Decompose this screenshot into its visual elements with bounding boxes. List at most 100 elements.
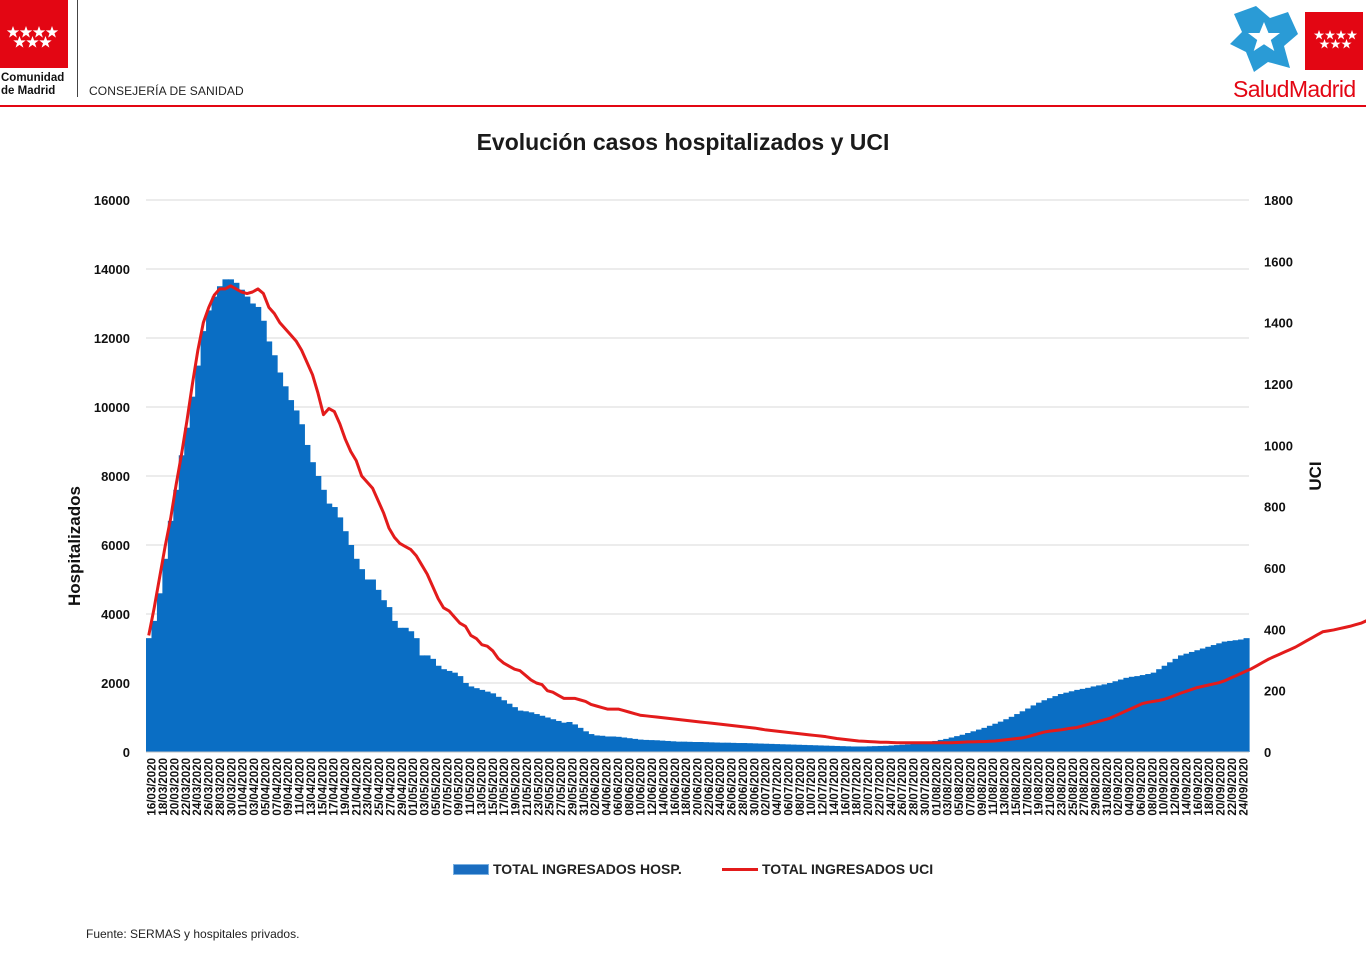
- hospitalized-bar: [298, 424, 305, 752]
- x-tick-label: 08/07/2020: [795, 758, 807, 816]
- x-tick-label: 27/05/2020: [556, 758, 568, 816]
- x-tick-label: 11/08/2020: [988, 758, 1000, 815]
- hospitalized-bar: [184, 427, 191, 752]
- y2-tick-label: 600: [1264, 561, 1286, 576]
- hospitalized-bar: [490, 693, 497, 752]
- comunidad-madrid-flag-logo: [0, 0, 68, 68]
- hospitalized-bar: [222, 279, 229, 752]
- hospitalized-bar: [948, 737, 955, 752]
- x-tick-label: 21/04/2020: [351, 758, 363, 816]
- hospitalized-bar: [746, 743, 753, 752]
- x-tick-label: 29/08/2020: [1090, 758, 1102, 816]
- hospitalized-bar: [910, 743, 917, 752]
- hospitalized-bar: [353, 558, 360, 752]
- hospitalized-bar: [724, 742, 731, 752]
- hospitalized-bar: [1068, 691, 1075, 752]
- x-tick-label: 03/04/2020: [249, 758, 261, 816]
- hospitalized-bar: [266, 341, 273, 752]
- hospitalized-bar: [773, 744, 781, 752]
- x-tick-label: 13/08/2020: [1000, 758, 1012, 816]
- hospitalized-bar: [1041, 700, 1048, 752]
- x-tick-label: 01/08/2020: [931, 758, 943, 816]
- x-tick-label: 15/05/2020: [488, 758, 500, 816]
- x-tick-label: 18/03/2020: [158, 758, 170, 816]
- x-tick-label: 04/07/2020: [772, 758, 784, 816]
- y2-tick-label: 1600: [1264, 254, 1293, 269]
- hospitalized-bar: [1238, 639, 1245, 752]
- x-tick-label: 24/03/2020: [192, 758, 204, 816]
- hospitalized-bar: [752, 743, 759, 753]
- hospitalized-bar: [342, 531, 349, 752]
- x-tick-label: 23/05/2020: [533, 758, 545, 816]
- header-rule: [0, 105, 1366, 107]
- x-tick-label: 23/08/2020: [1056, 758, 1068, 816]
- hospitalized-bar: [844, 746, 851, 752]
- legend-item-hospitalized: TOTAL INGRESADOS HOSP.: [453, 858, 682, 880]
- hospitalized-bar: [260, 320, 267, 752]
- x-tick-label: 30/06/2020: [749, 758, 761, 816]
- hospitalized-bar: [287, 400, 295, 752]
- icu-line-series: [147, 284, 1366, 745]
- hospitalized-bar: [555, 720, 562, 752]
- hospitalized-bar: [550, 719, 557, 752]
- y-tick-label: 4000: [101, 607, 130, 622]
- hospitalized-bar: [801, 744, 808, 752]
- hospitalized-bar: [806, 745, 813, 752]
- x-tick-label: 31/08/2020: [1102, 758, 1114, 816]
- hospitalized-bar: [943, 738, 950, 752]
- x-tick-label: 20/03/2020: [169, 758, 181, 816]
- x-tick-label: 06/09/2020: [1136, 758, 1148, 816]
- hospitalized-bar: [817, 745, 824, 752]
- x-tick-label: 10/06/2020: [636, 758, 648, 816]
- hospitalized-bar: [1167, 662, 1174, 752]
- hospitalized-bar: [369, 579, 376, 752]
- x-tick-label: 15/08/2020: [1011, 758, 1023, 816]
- x-tick-label: 30/03/2020: [226, 758, 238, 816]
- hospitalized-bar: [1090, 686, 1097, 752]
- y2-tick-label: 200: [1264, 684, 1286, 699]
- hospitalized-bar: [320, 489, 327, 752]
- axes: 0 2000 4000 6000 8000 10000 12000 14000 16000 0 20…: [94, 193, 1293, 816]
- hospitalized-bar: [1003, 719, 1010, 752]
- hospitalized-bar: [735, 743, 742, 752]
- hospitalized-bar: [435, 665, 442, 752]
- hospitalized-bar: [1199, 648, 1206, 752]
- hospitalized-bar: [702, 742, 710, 752]
- hospitalized-bar: [282, 386, 289, 752]
- hospitalized-bar: [675, 741, 682, 752]
- hospitalized-bar: [451, 672, 458, 752]
- hospitalized-bar: [216, 286, 224, 752]
- hospitalized-bar: [539, 715, 546, 752]
- hospitalized-bar: [1210, 645, 1217, 752]
- x-tick-label: 24/07/2020: [886, 758, 898, 816]
- hospitalized-bar: [511, 707, 518, 752]
- hospitalized-bar: [708, 742, 715, 752]
- hospitalized-bar: [997, 721, 1004, 752]
- hospitalized-bar: [358, 569, 366, 752]
- hospitalized-bar: [599, 735, 606, 752]
- hospitalized-bar: [304, 444, 311, 752]
- hospitalized-bar: [528, 712, 535, 752]
- x-tick-label: 17/05/2020: [499, 758, 511, 816]
- hospitalized-bar: [479, 689, 486, 752]
- x-tick-label: 12/09/2020: [1170, 758, 1182, 816]
- y2-tick-label: 0: [1264, 745, 1271, 760]
- y-tick-label: 10000: [94, 400, 130, 415]
- y-tick-label: 2000: [101, 676, 130, 691]
- hospitalized-bar: [834, 745, 841, 752]
- hospitalized-bar: [1052, 696, 1059, 752]
- hospitalized-bar: [861, 746, 868, 752]
- chart-title: Evolución casos hospitalizados y UCI: [476, 129, 890, 155]
- y2-tick-label: 1000: [1264, 438, 1293, 453]
- x-tick-label: 20/09/2020: [1216, 758, 1228, 816]
- hospitalized-bar: [686, 741, 693, 752]
- hospitalized-bar: [653, 740, 660, 752]
- hospitalized-bar: [402, 627, 409, 752]
- hospitalized-bar: [713, 742, 720, 752]
- x-tick-label: 22/06/2020: [704, 758, 716, 816]
- hospitalized-bar: [795, 744, 802, 752]
- hospitalized-bar: [315, 476, 322, 752]
- hospitalized-bar: [293, 410, 300, 752]
- organization-name: Comunidad de Madrid: [1, 72, 64, 98]
- x-tick-label: 16/09/2020: [1193, 758, 1205, 816]
